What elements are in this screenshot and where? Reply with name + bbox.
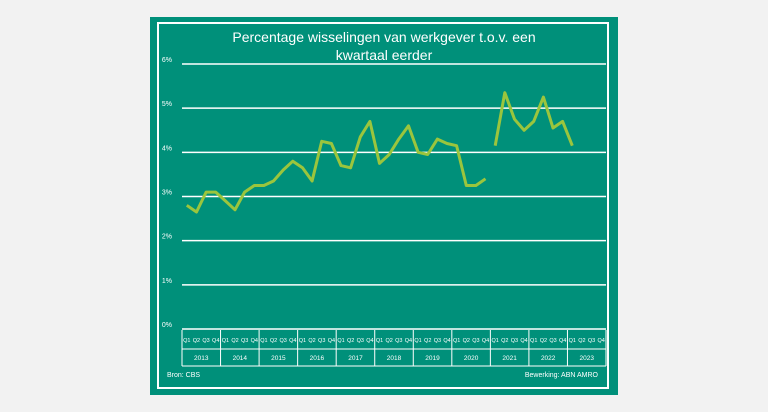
x-tick-label: Q1 <box>222 338 229 344</box>
y-tick-label: 1% <box>162 278 172 285</box>
x-tick-label: Q1 <box>492 338 499 344</box>
series-line <box>493 91 574 147</box>
x-tick-label: Q4 <box>559 338 566 344</box>
x-tick-label: Q2 <box>347 338 354 344</box>
year-label: 2020 <box>464 355 479 362</box>
chart-title-line1: Percentage wisselingen van werkgever t.o… <box>232 29 536 45</box>
year-label: 2013 <box>194 355 209 362</box>
x-tick-label: Q3 <box>588 338 595 344</box>
x-tick-label: Q3 <box>241 338 248 344</box>
year-label: 2022 <box>541 355 556 362</box>
x-tick-label: Q3 <box>280 338 287 344</box>
x-tick-label: Q1 <box>453 338 460 344</box>
series-line <box>185 119 487 214</box>
x-tick-label: Q4 <box>482 338 489 344</box>
y-tick-label: 4% <box>162 145 172 152</box>
x-tick-label: Q4 <box>251 338 258 344</box>
line-chart: 0%1%2%3%4%5%6%Q1 Q2 Q3 Q4 Q1 Q2 Q3 Q4 Q1 Q2 Q3 Q4 Q1… <box>162 57 607 367</box>
x-tick-label: Q3 <box>472 338 479 344</box>
x-tick-label: Q4 <box>443 338 450 344</box>
x-tick-label: Q3 <box>357 338 364 344</box>
x-tick-label: Q2 <box>463 338 470 344</box>
x-tick-label: Q4 <box>520 338 527 344</box>
y-tick-label: 0% <box>162 322 172 329</box>
x-tick-label: Q1 <box>183 338 190 344</box>
x-tick-label: Q2 <box>578 338 585 344</box>
x-tick-label: Q4 <box>328 338 335 344</box>
source-label: Bron: CBS <box>167 372 201 379</box>
chart-frame <box>157 22 609 389</box>
year-label: 2017 <box>348 355 363 362</box>
x-tick-label: Q4 <box>598 338 605 344</box>
x-tick-label: Q2 <box>424 338 431 344</box>
year-label: 2018 <box>387 355 402 362</box>
year-label: 2016 <box>310 355 325 362</box>
x-tick-label: Q4 <box>405 338 412 344</box>
x-tick-label: Q2 <box>501 338 508 344</box>
x-tick-label: Q1 <box>337 338 344 344</box>
x-tick-label: Q1 <box>414 338 421 344</box>
x-tick-label: Q1 <box>376 338 383 344</box>
x-tick-label: Q3 <box>511 338 518 344</box>
x-tick-label: Q3 <box>318 338 325 344</box>
credit-label: Bewerking: ABN AMRO <box>524 372 598 379</box>
y-tick-label: 3% <box>162 190 172 197</box>
x-tick-label: Q2 <box>231 338 238 344</box>
x-tick-label: Q1 <box>260 338 267 344</box>
x-tick-label: Q1 <box>530 338 537 344</box>
x-tick-label: Q2 <box>540 338 547 344</box>
year-label: 2021 <box>502 355 517 362</box>
x-tick-label: Q2 <box>308 338 315 344</box>
x-tick-label: Q1 <box>569 338 576 344</box>
x-tick-label: Q3 <box>434 338 441 344</box>
y-tick-label: 6% <box>162 57 172 64</box>
y-tick-label: 5% <box>162 101 172 108</box>
x-tick-label: Q4 <box>212 338 219 344</box>
year-label: 2015 <box>271 355 286 362</box>
year-label: 2019 <box>425 355 440 362</box>
x-tick-label: Q4 <box>289 338 296 344</box>
x-tick-label: Q2 <box>386 338 393 344</box>
year-label: 2023 <box>579 355 594 362</box>
x-tick-label: Q4 <box>366 338 373 344</box>
x-tick-label: Q3 <box>395 338 402 344</box>
x-tick-label: Q1 <box>299 338 306 344</box>
y-tick-label: 2% <box>162 234 172 241</box>
x-tick-label: Q2 <box>193 338 200 344</box>
chart-title-line2: kwartaal eerder <box>335 47 433 63</box>
year-label: 2014 <box>233 355 248 362</box>
chart-panel: Percentage wisselingen van werkgever t.o… <box>150 17 618 395</box>
x-tick-label: Q2 <box>270 338 277 344</box>
x-tick-label: Q3 <box>549 338 556 344</box>
x-tick-label: Q3 <box>202 338 209 344</box>
